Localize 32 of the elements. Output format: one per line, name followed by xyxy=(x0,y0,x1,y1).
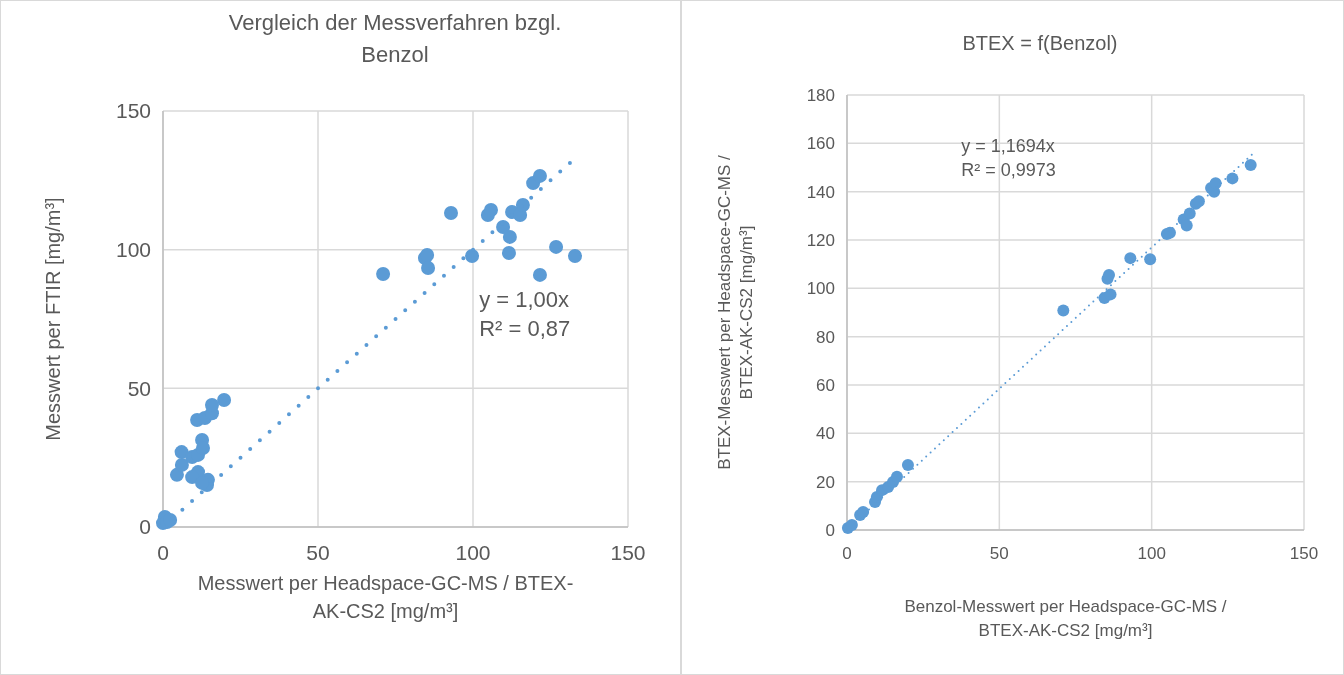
y-axis-title: Messwert per FTIR [mg/m³] xyxy=(42,197,64,441)
y-tick-label: 0 xyxy=(139,515,151,539)
y-tick-label: 0 xyxy=(825,520,835,540)
y-tick-label: 50 xyxy=(127,376,151,400)
x-tick-label: 0 xyxy=(842,544,852,563)
y-tick-label: 160 xyxy=(806,134,835,154)
y-tick-label: 140 xyxy=(806,182,835,202)
x-tick-label: 100 xyxy=(1137,544,1166,563)
x-tick-label: 50 xyxy=(306,541,330,564)
x-tick-label: 0 xyxy=(157,541,169,564)
x-tick-label: 50 xyxy=(989,544,1009,563)
x-axis-title: Messwert per Headspace-GC-MS / BTEX-AK-CS2 [mg/m³] xyxy=(197,572,574,622)
annotation: y = 1,1694x xyxy=(961,135,1055,156)
y-tick-label: 100 xyxy=(806,279,835,299)
x-axis-title: Benzol-Messwert per Headspace-GC-MS / BTEX-AK-CS2 [mg/m³] xyxy=(904,597,1227,640)
y-axis-title: BTEX-Messwert per Headspace-GC-MS / BTEX-AK-CS2 [mg/m³] xyxy=(715,154,757,470)
y-tick-label: 100 xyxy=(115,238,151,262)
x-tick-label: 150 xyxy=(1289,544,1319,563)
y-tick-label: 150 xyxy=(115,99,151,123)
x-tick-label: 150 xyxy=(610,541,646,564)
annotation: y = 1,00x xyxy=(479,286,570,312)
y-tick-label: 40 xyxy=(816,424,835,444)
chart-title: BTEX = f(Benzol) xyxy=(962,32,1118,54)
y-tick-label: 80 xyxy=(816,327,835,347)
y-tick-label: 180 xyxy=(806,85,835,105)
x-tick-label: 100 xyxy=(455,541,491,564)
chart-title: Vergleich der Messverfahren bzgl. Benzol xyxy=(228,10,562,67)
y-tick-label: 20 xyxy=(816,472,835,492)
annotation: R² = 0,87 xyxy=(479,316,571,342)
y-tick-label: 120 xyxy=(806,230,835,250)
annotation: R² = 0,9973 xyxy=(961,159,1056,180)
y-tick-label: 60 xyxy=(816,375,835,395)
